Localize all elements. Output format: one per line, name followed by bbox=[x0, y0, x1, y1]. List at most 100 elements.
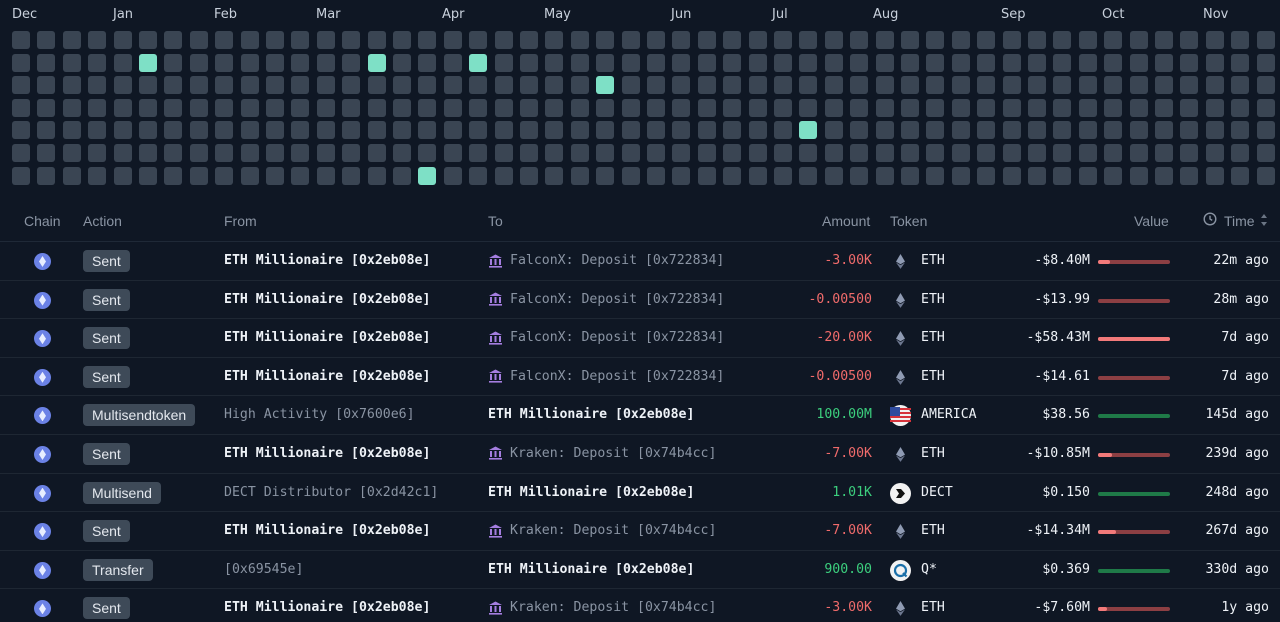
heatmap-cell[interactable] bbox=[850, 98, 869, 117]
heatmap-cell[interactable] bbox=[850, 53, 869, 72]
heatmap-cell[interactable] bbox=[1231, 166, 1250, 185]
heatmap-cell[interactable] bbox=[88, 76, 107, 95]
heatmap-cell[interactable] bbox=[596, 53, 615, 72]
heatmap-cell[interactable] bbox=[393, 53, 411, 72]
heatmap-cell[interactable] bbox=[443, 121, 462, 140]
heatmap-cell[interactable] bbox=[748, 121, 767, 140]
heatmap-cell[interactable] bbox=[1078, 76, 1097, 95]
heatmap-cell[interactable] bbox=[697, 121, 716, 140]
heatmap-cell[interactable] bbox=[520, 76, 538, 95]
heatmap-cell[interactable] bbox=[469, 76, 488, 95]
from-address-link[interactable]: ETH Millionaire [0x2eb08e] bbox=[224, 600, 431, 616]
heatmap-cell[interactable] bbox=[62, 98, 81, 117]
heatmap-cell[interactable] bbox=[418, 98, 437, 117]
heatmap-cell[interactable] bbox=[520, 144, 538, 162]
heatmap-cell[interactable] bbox=[1078, 31, 1097, 49]
table-row[interactable]: Multisend DECT Distributor [0x2d42c1] ETH … bbox=[0, 474, 1280, 513]
heatmap-cell[interactable] bbox=[1028, 98, 1046, 117]
heatmap-cell[interactable] bbox=[570, 166, 589, 185]
heatmap-cell[interactable] bbox=[824, 121, 843, 140]
heatmap-cell[interactable] bbox=[723, 121, 742, 140]
heatmap-cell-active[interactable] bbox=[418, 166, 437, 185]
heatmap-cell[interactable] bbox=[240, 98, 259, 117]
heatmap-cell[interactable] bbox=[672, 98, 691, 117]
heatmap-cell[interactable] bbox=[875, 121, 894, 140]
heatmap-cell[interactable] bbox=[342, 166, 361, 185]
heatmap-cell[interactable] bbox=[164, 76, 183, 95]
heatmap-cell[interactable] bbox=[1078, 166, 1097, 185]
heatmap-cell[interactable] bbox=[951, 121, 970, 140]
heatmap-cell[interactable] bbox=[951, 31, 970, 49]
heatmap-cell[interactable] bbox=[1231, 31, 1250, 49]
heatmap-cell[interactable] bbox=[1104, 98, 1123, 117]
heatmap-cell[interactable] bbox=[469, 31, 488, 49]
heatmap-cell[interactable] bbox=[1104, 76, 1123, 95]
from-address-link[interactable]: DECT Distributor [0x2d42c1] bbox=[224, 484, 439, 500]
heatmap-cell[interactable] bbox=[621, 98, 640, 117]
heatmap-cell[interactable] bbox=[12, 76, 30, 95]
heatmap-cell[interactable] bbox=[215, 53, 234, 72]
heatmap-cell[interactable] bbox=[545, 121, 564, 140]
heatmap-cell[interactable] bbox=[215, 121, 234, 140]
heatmap-cell[interactable] bbox=[342, 144, 361, 162]
heatmap-cell[interactable] bbox=[926, 76, 945, 95]
heatmap-cell[interactable] bbox=[1256, 98, 1275, 117]
heatmap-cell[interactable] bbox=[316, 76, 335, 95]
heatmap-cell[interactable] bbox=[647, 53, 665, 72]
heatmap-cell[interactable] bbox=[88, 166, 107, 185]
heatmap-cell[interactable] bbox=[875, 76, 894, 95]
heatmap-cell-active[interactable] bbox=[799, 121, 818, 140]
heatmap-cell[interactable] bbox=[1129, 53, 1148, 72]
heatmap-cell[interactable] bbox=[875, 144, 894, 162]
heatmap-cell[interactable] bbox=[545, 166, 564, 185]
heatmap-cell[interactable] bbox=[1129, 166, 1148, 185]
heatmap-cell[interactable] bbox=[367, 144, 386, 162]
to-address-link[interactable]: FalconX: Deposit [0x722834] bbox=[488, 369, 724, 384]
heatmap-cell[interactable] bbox=[443, 53, 462, 72]
heatmap-cell[interactable] bbox=[901, 31, 919, 49]
heatmap-cell[interactable] bbox=[240, 121, 259, 140]
heatmap-cell[interactable] bbox=[164, 98, 183, 117]
heatmap-cell[interactable] bbox=[113, 166, 132, 185]
heatmap-cell[interactable] bbox=[850, 31, 869, 49]
heatmap-cell[interactable] bbox=[443, 76, 462, 95]
heatmap-cell[interactable] bbox=[570, 76, 589, 95]
heatmap-cell[interactable] bbox=[621, 166, 640, 185]
heatmap-cell[interactable] bbox=[1155, 76, 1173, 95]
heatmap-cell[interactable] bbox=[1180, 144, 1199, 162]
heatmap-cell[interactable] bbox=[62, 31, 81, 49]
heatmap-cell[interactable] bbox=[1180, 121, 1199, 140]
heatmap-cell[interactable] bbox=[1256, 31, 1275, 49]
heatmap-cell[interactable] bbox=[1155, 166, 1173, 185]
heatmap-cell[interactable] bbox=[1104, 31, 1123, 49]
heatmap-cell[interactable] bbox=[266, 76, 284, 95]
heatmap-cell[interactable] bbox=[799, 144, 818, 162]
heatmap-cell[interactable] bbox=[1078, 53, 1097, 72]
heatmap-cell[interactable] bbox=[88, 121, 107, 140]
heatmap-cell-active[interactable] bbox=[469, 53, 488, 72]
to-address-link[interactable]: FalconX: Deposit [0x722834] bbox=[488, 330, 724, 345]
heatmap-cell[interactable] bbox=[1205, 53, 1224, 72]
heatmap-cell[interactable] bbox=[1028, 76, 1046, 95]
heatmap-cell[interactable] bbox=[1155, 98, 1173, 117]
heatmap-cell[interactable] bbox=[901, 121, 919, 140]
to-address-link[interactable]: Kraken: Deposit [0x74b4cc] bbox=[488, 523, 716, 538]
heatmap-cell[interactable] bbox=[1028, 166, 1046, 185]
heatmap-cell[interactable] bbox=[926, 31, 945, 49]
heatmap-cell[interactable] bbox=[494, 166, 513, 185]
heatmap-cell[interactable] bbox=[291, 76, 310, 95]
heatmap-cell[interactable] bbox=[824, 53, 843, 72]
heatmap-cell[interactable] bbox=[748, 98, 767, 117]
table-row[interactable]: Sent ETH Millionaire [0x2eb08e] FalconX: D… bbox=[0, 281, 1280, 320]
ethereum-chain-icon[interactable] bbox=[34, 407, 51, 425]
heatmap-cell[interactable] bbox=[139, 98, 157, 117]
heatmap-cell[interactable] bbox=[1078, 121, 1097, 140]
heatmap-cell[interactable] bbox=[1155, 53, 1173, 72]
heatmap-cell[interactable] bbox=[824, 166, 843, 185]
heatmap-cell[interactable] bbox=[37, 76, 56, 95]
heatmap-cell[interactable] bbox=[37, 31, 56, 49]
heatmap-cell[interactable] bbox=[367, 76, 386, 95]
heatmap-cell[interactable] bbox=[139, 31, 157, 49]
heatmap-cell[interactable] bbox=[367, 166, 386, 185]
heatmap-cell[interactable] bbox=[393, 144, 411, 162]
